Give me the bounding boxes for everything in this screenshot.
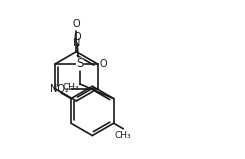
Text: CH₃: CH₃ [63,83,79,92]
Text: O: O [73,19,80,29]
Text: O: O [99,59,107,69]
Text: S: S [76,58,83,70]
Text: CH₃: CH₃ [114,131,131,140]
Text: O: O [74,32,81,42]
Text: NO₂: NO₂ [50,84,69,94]
Text: N: N [73,38,80,48]
